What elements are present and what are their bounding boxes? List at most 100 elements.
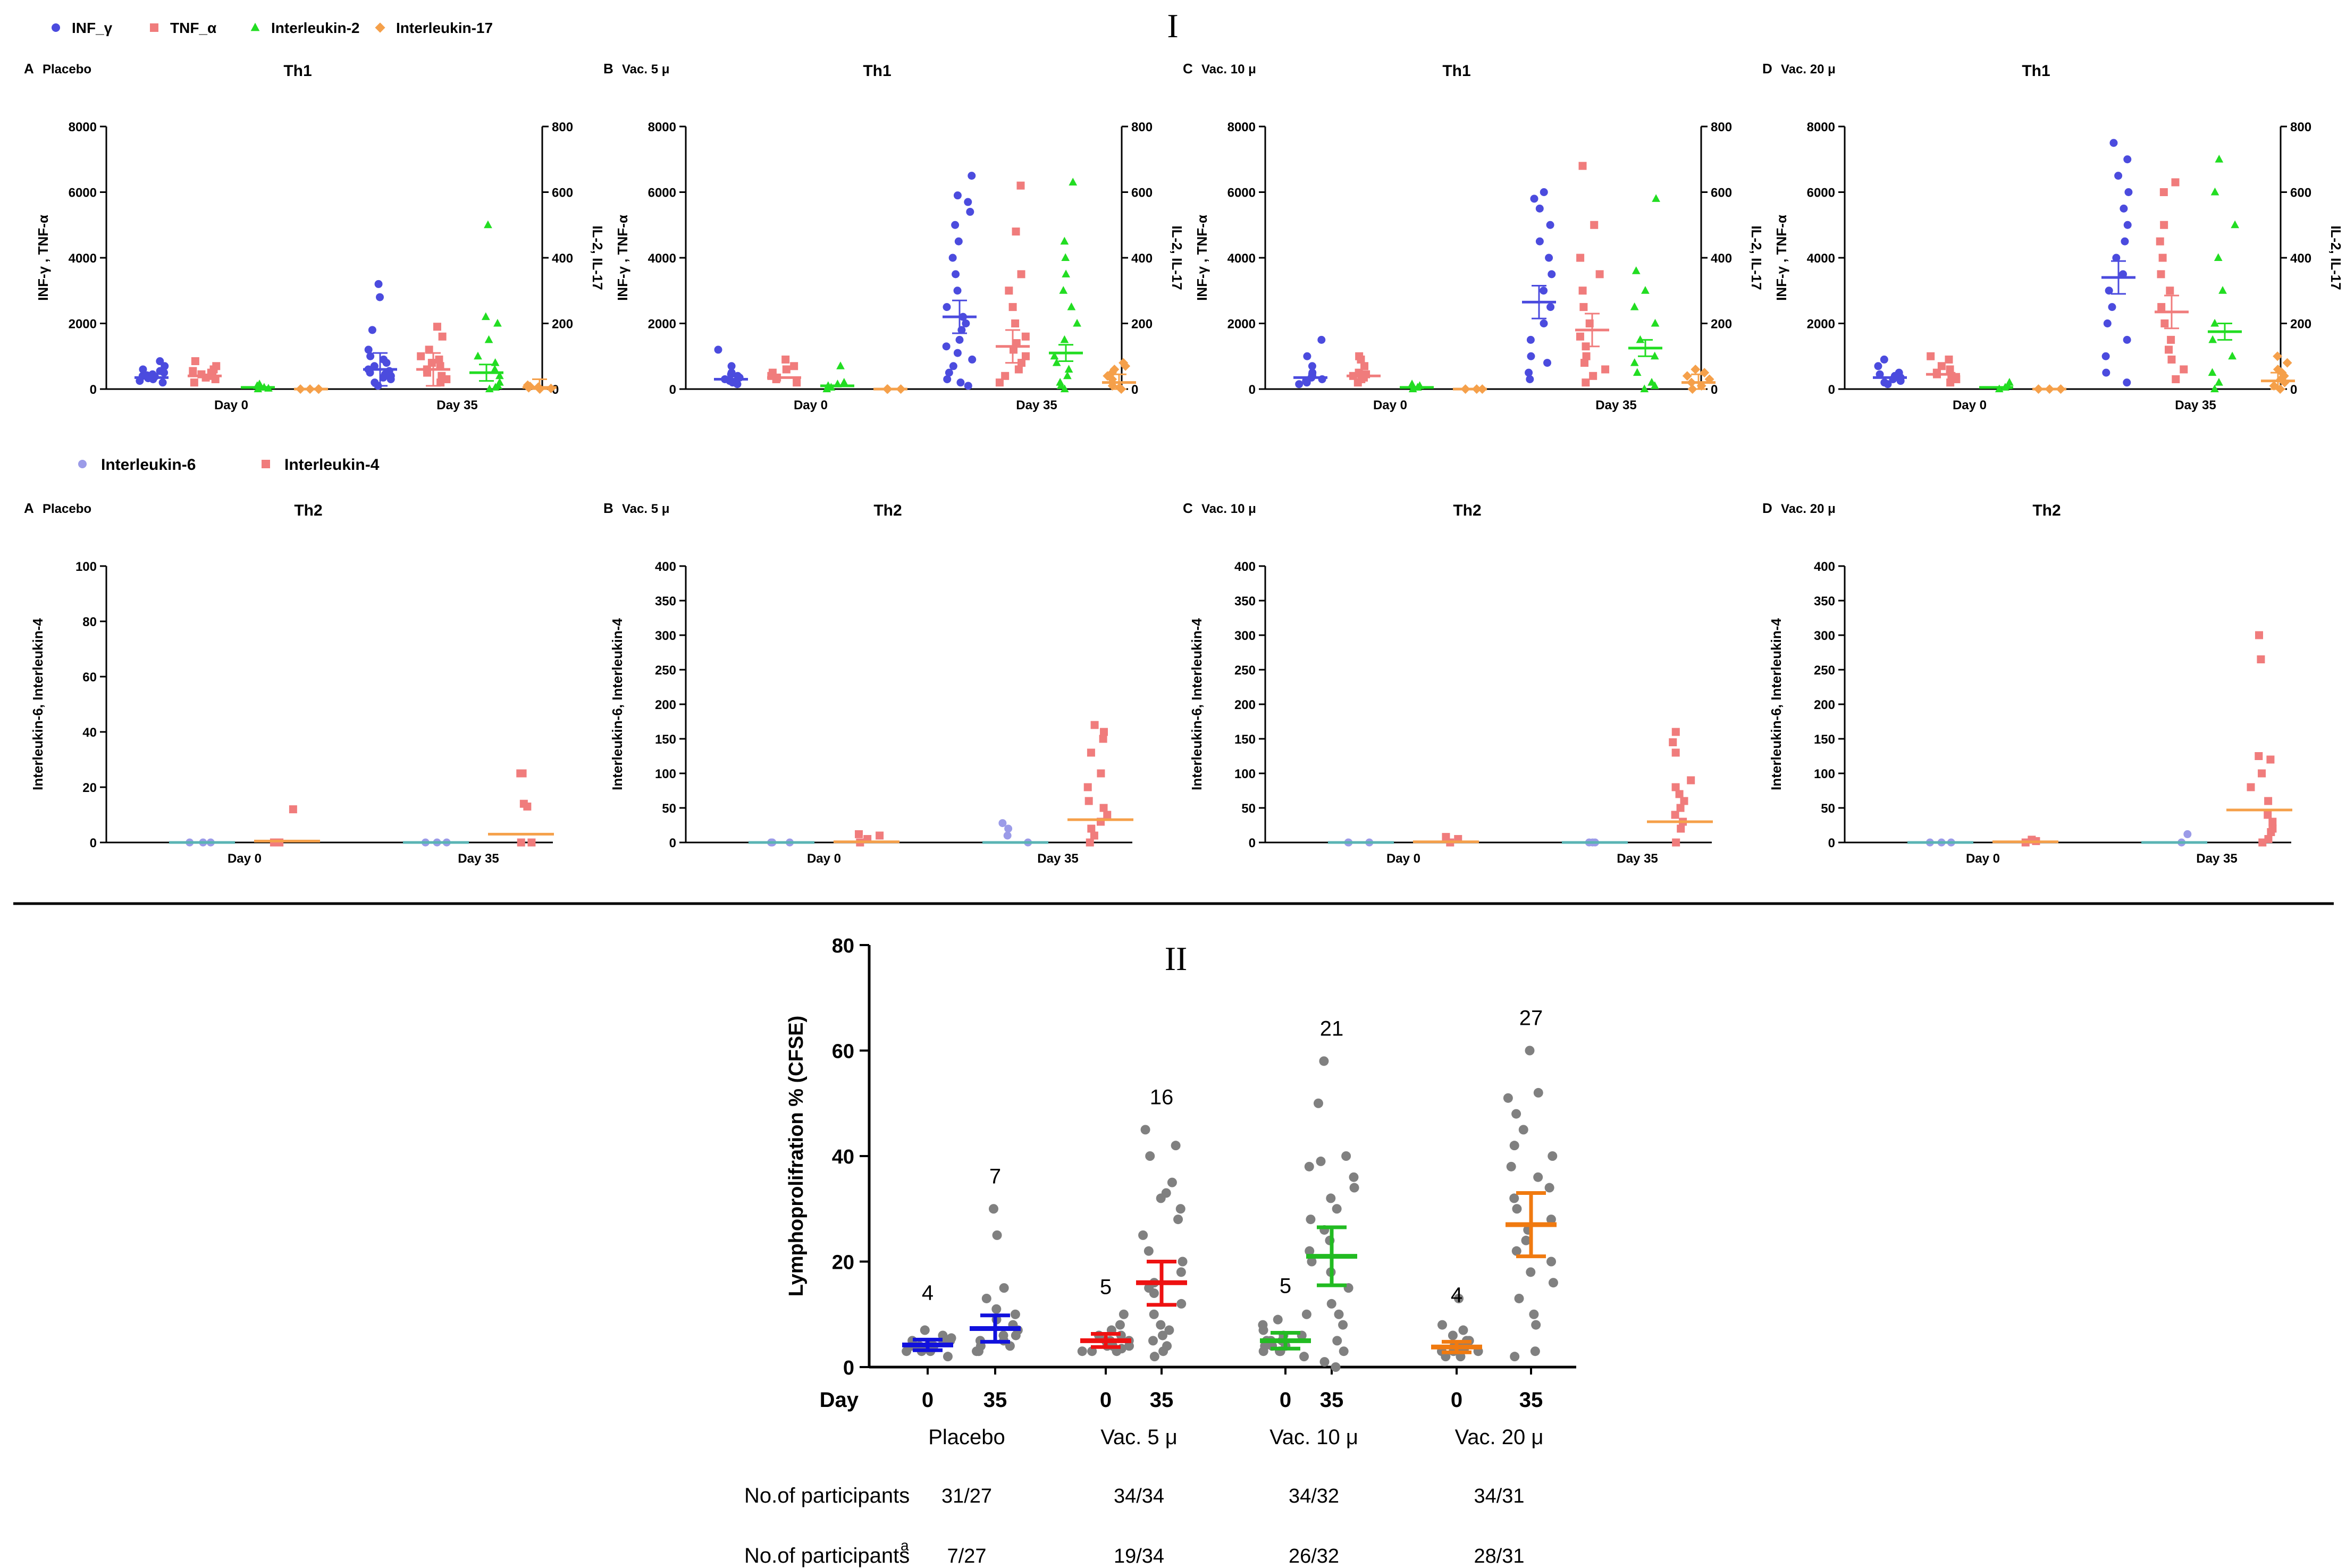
data-point [2183,830,2192,838]
data-point [2264,835,2273,843]
y-tick-label: 8000 [1807,120,1835,134]
data-point [1099,728,1108,736]
panel-title: Th2 [873,502,902,519]
x-category-label: Day 35 [436,398,477,412]
lympho-data-point [1533,1172,1543,1182]
lympho-data-point [988,1204,998,1214]
data-point [438,332,447,341]
y-tick-label: 100 [75,560,97,574]
data-point [1012,227,1020,236]
lympho-participants: 34/32 [1289,1485,1339,1507]
data-point [876,831,884,840]
data-point [1927,352,1935,360]
legend2-label-1: Interleukin-4 [284,456,380,474]
data-point [1005,286,1013,295]
lympho-data-point [1518,1125,1528,1135]
lympho-day-value: 0 [1280,1388,1291,1412]
data-point [366,352,375,360]
data-point [2210,318,2219,327]
y-tick-label: 200 [1234,698,1256,712]
data-point [1630,302,1639,310]
x-category-label: Day 35 [1037,852,1078,866]
data-point [1067,302,1076,310]
data-point [836,361,845,369]
data-point [2114,172,2123,180]
data-point [1090,721,1099,729]
lympho-data-point [1149,1352,1159,1362]
data-point [2210,187,2219,196]
data-point [212,362,221,370]
lympho-data-point [1511,1109,1521,1119]
y-tick-label: 100 [1814,767,1835,781]
data-point [481,312,490,321]
panel-letter: A [24,61,34,77]
data-point [2123,335,2131,344]
lympho-data-point [1510,1352,1520,1362]
data-point [1003,831,1012,840]
panel-group: Vac. 20 μ [1781,62,1836,77]
y-axis-label: INF-γ , TNF-α [1773,215,1789,301]
data-point [191,357,199,366]
data-point [953,191,962,200]
data-point [1671,748,1680,757]
data-point [427,359,436,367]
lympho-data-point [1143,1246,1154,1256]
data-point [1442,833,1450,841]
panel-letter: C [1183,61,1193,77]
y2-tick-label: 800 [2290,120,2311,134]
data-point [2159,188,2168,196]
data-point [1090,831,1098,840]
data-point [1526,375,1534,383]
y-tick-label: 0 [1828,383,1835,397]
data-point [1540,188,1548,196]
data-point [1097,769,1105,778]
data-point [1303,352,1311,360]
y2-axis-label: IL-2, IL-17 [1748,225,1764,290]
y-tick-label: 4000 [1227,251,1256,266]
data-point [964,198,972,206]
data-point [2123,221,2132,229]
data-point [255,380,264,387]
lympho-data-point [1304,1161,1314,1171]
lympho-y-axis-label: Lymphoprolifration % (CFSE) [785,1016,808,1296]
y2-tick-label: 0 [1131,383,1138,397]
x-category-label: Day 35 [2175,398,2216,412]
panel-group: Vac. 10 μ [1201,62,1256,77]
data-point [1060,335,1069,343]
data-point [2158,254,2167,262]
y2-tick-label: 800 [1711,120,1732,134]
y-axis-label: Interleukin-6, Interleukin-4 [609,618,625,790]
data-point [2108,303,2116,311]
x-category-label: Day 0 [1386,852,1420,866]
lympho-day-value: 0 [1451,1388,1462,1412]
data-point [1687,776,1695,785]
lympho-data-point [1319,1357,1330,1367]
data-point [2208,335,2217,343]
data-point [425,345,433,354]
y2-tick-label: 800 [552,120,573,134]
data-point [1548,270,1556,279]
x-category-label: Day 0 [807,852,841,866]
data-point [1632,266,1641,274]
data-point [1087,824,1096,833]
data-point [968,355,977,364]
lympho-data-point [1145,1151,1155,1161]
data-point [161,362,169,370]
data-point [2264,797,2273,805]
data-point [1086,838,1094,847]
lympho-data-point [1334,1309,1344,1319]
lympho-count-label: 21 [1320,1017,1344,1040]
data-point [2215,378,2223,386]
lympho-count-label: 4 [922,1281,934,1304]
data-point [1546,221,1554,229]
y-tick-label: 4000 [648,251,676,266]
lympho-data-point [1316,1156,1326,1166]
y2-tick-label: 600 [2290,186,2311,200]
lympho-count-label: 27 [1519,1007,1543,1030]
lympho-data-point [1338,1320,1348,1330]
data-point [158,378,167,387]
data-point [417,352,425,360]
lympho-count-label: 5 [1280,1274,1291,1297]
lympho-data-point [1506,1161,1516,1171]
